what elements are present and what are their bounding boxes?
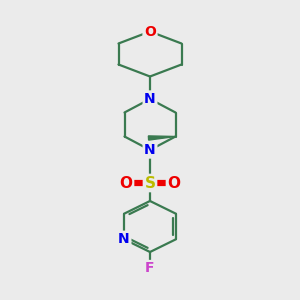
Text: F: F (145, 262, 155, 275)
Text: S: S (145, 176, 155, 190)
Text: N: N (118, 232, 130, 246)
Text: O: O (167, 176, 181, 190)
Text: N: N (144, 92, 156, 106)
Text: N: N (144, 143, 156, 157)
Polygon shape (148, 136, 176, 140)
Text: O: O (144, 25, 156, 38)
Text: O: O (119, 176, 133, 190)
